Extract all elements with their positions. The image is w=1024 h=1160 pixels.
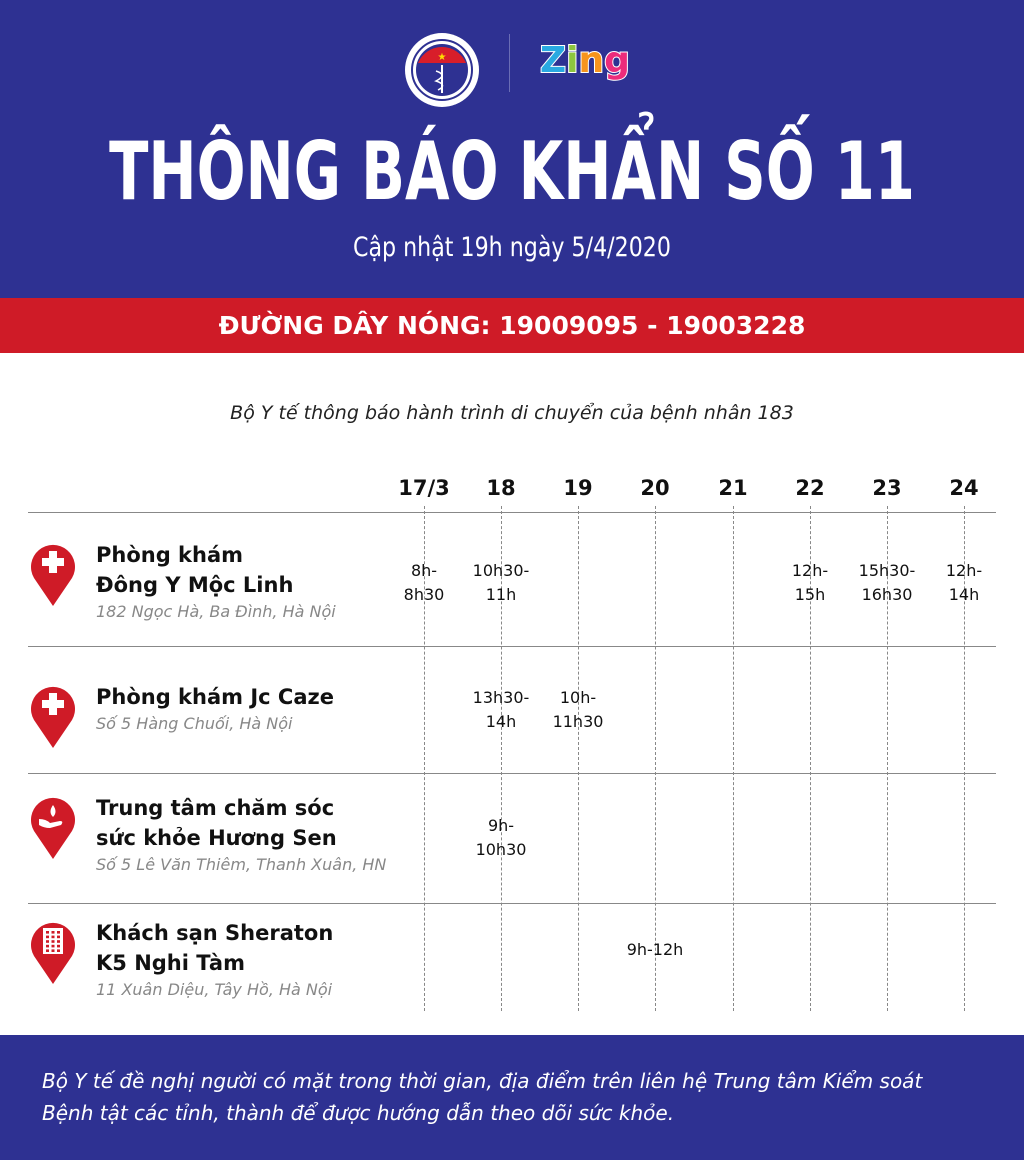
visit-time: 12h- 15h: [791, 561, 829, 604]
place-name: Phòng khám Đông Y Mộc Linh: [96, 543, 294, 597]
visit-time: 9h- 10h30: [475, 816, 527, 859]
row-divider: [28, 773, 996, 774]
footer-text: Bộ Y tế đề nghị người có mặt trong thời …: [42, 1069, 923, 1125]
day-label: 22: [795, 476, 825, 500]
medical-cross-pin-icon: [28, 686, 78, 750]
visit-time: 10h- 11h30: [552, 688, 604, 731]
visit-time: 15h30- 16h30: [858, 561, 916, 604]
row-divider: [28, 512, 996, 513]
day-label: 19: [563, 476, 593, 500]
day-label: 24: [949, 476, 979, 500]
hotline-banner: ĐƯỜNG DÂY NÓNG: 19009095 - 19003228: [0, 298, 1024, 353]
svg-text:★: ★: [438, 52, 447, 63]
medical-cross-pin-icon: [28, 544, 78, 608]
day-label: 18: [486, 476, 516, 500]
logo-divider: [509, 34, 510, 92]
page-title: THÔNG BÁO KHẨN SỐ 11: [109, 125, 915, 218]
header-banner: [0, 0, 1024, 298]
place-address: 11 Xuân Diệu, Tây Hồ, Hà Nội: [96, 980, 333, 999]
row-divider: [28, 903, 996, 904]
day-gridline: [810, 506, 811, 1011]
place-name: Trung tâm chăm sóc sức khỏe Hương Sen: [96, 796, 337, 850]
timeline-subtitle: Bộ Y tế thông báo hành trình di chuyển c…: [230, 402, 794, 424]
visit-time: 12h- 14h: [945, 561, 983, 604]
day-gridline: [501, 506, 502, 1011]
visit-time: 13h30- 14h: [472, 688, 530, 731]
place-address: Số 5 Hàng Chuối, Hà Nội: [96, 714, 293, 733]
place-name: Phòng khám Jc Caze: [96, 685, 334, 709]
day-gridline: [655, 506, 656, 1011]
place-address: Số 5 Lê Văn Thiêm, Thanh Xuân, HN: [96, 855, 387, 874]
day-gridline: [424, 506, 425, 1011]
day-gridline: [887, 506, 888, 1011]
ministry-of-health-logo: ★: [405, 33, 479, 107]
day-label: 23: [872, 476, 902, 500]
hotel-building-pin-icon: [28, 922, 78, 986]
footer-note: Bộ Y tế đề nghị người có mặt trong thời …: [0, 1035, 1024, 1160]
day-gridline: [578, 506, 579, 1011]
place-address: 182 Ngọc Hà, Ba Đình, Hà Nội: [96, 602, 336, 621]
day-label: 21: [718, 476, 748, 500]
day-label: 20: [640, 476, 670, 500]
care-hand-pin-icon: [28, 797, 78, 861]
zing-logo: Zing: [539, 39, 631, 82]
place-name: Khách sạn Sheraton K5 Nghi Tàm: [96, 921, 334, 975]
day-gridline: [964, 506, 965, 1011]
day-label: 17/3: [398, 476, 450, 500]
visit-time: 10h30- 11h: [472, 561, 530, 604]
visit-time: 9h-12h: [626, 940, 684, 959]
visit-time: 8h- 8h30: [403, 561, 445, 604]
day-gridline: [733, 506, 734, 1011]
row-divider: [28, 646, 996, 647]
update-time: Cập nhật 19h ngày 5/4/2020: [353, 232, 671, 263]
